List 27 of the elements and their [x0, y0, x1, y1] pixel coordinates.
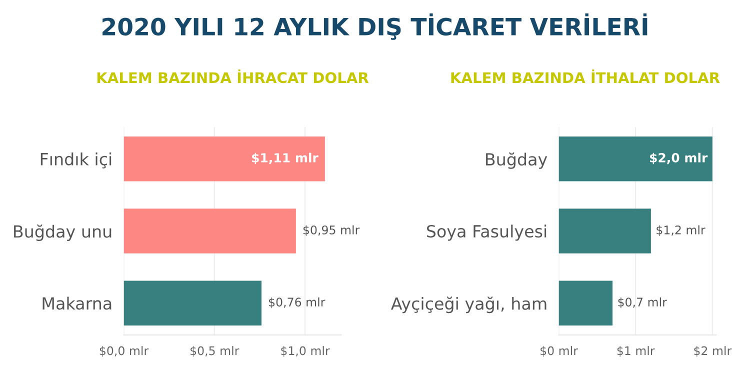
- chart-title: KALEM BAZINDA İTHALAT DOLAR: [451, 69, 720, 84]
- bar: [558, 208, 651, 254]
- x-tick-label: $1,0 mlr: [281, 346, 330, 357]
- data-label: $1,2 mlr: [656, 225, 706, 236]
- bar: [558, 280, 613, 326]
- x-tick-label: $1 mlr: [617, 346, 655, 357]
- x-tick-label: $0,0 mlr: [100, 346, 149, 357]
- data-label: $0,76 mlr: [269, 297, 326, 308]
- data-label: $2,0 mlr: [650, 152, 708, 164]
- x-tick-label: $2 mlr: [694, 346, 732, 357]
- y-tick-label: Makarna: [42, 296, 112, 310]
- y-tick-label: Buğday: [486, 152, 548, 169]
- data-label: $0,95 mlr: [303, 225, 360, 236]
- y-tick-label: Soya Fasulyesi: [427, 224, 546, 241]
- bar: [558, 136, 712, 182]
- data-label: $0,7 mlr: [618, 297, 667, 308]
- x-tick-label: $0,5 mlr: [190, 346, 240, 357]
- y-tick-label: Ayçiçeği yağı, ham: [391, 296, 546, 314]
- data-label: $1,11 mlr: [252, 152, 318, 164]
- bar: [124, 280, 262, 326]
- bar: [124, 208, 296, 254]
- chart-title: KALEM BAZINDA İHRACAT DOLAR: [97, 69, 369, 84]
- y-tick-label: Fındık içi: [40, 152, 112, 168]
- text: 2020 YILI 12 AYLIK DIŞ TİCARET VERİLERİ: [102, 13, 648, 40]
- bar: [124, 136, 325, 182]
- x-tick-label: $0 mlr: [540, 346, 578, 357]
- y-tick-label: Buğday unu: [14, 224, 112, 242]
